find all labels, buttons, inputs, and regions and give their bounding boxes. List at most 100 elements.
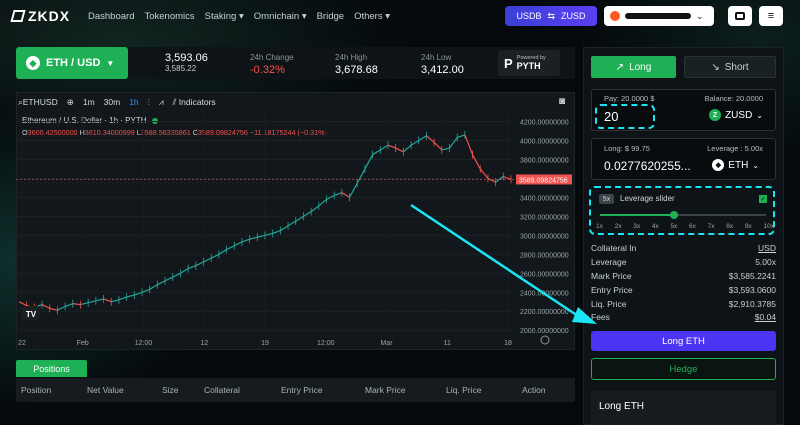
pay-amount-input[interactable]: 20 xyxy=(604,109,619,124)
powered-by-pyth[interactable]: P Powered by PYTH xyxy=(498,50,560,76)
price-segment xyxy=(272,230,281,234)
pair-selector[interactable]: ◆ ETH / USD ▼ xyxy=(16,47,128,79)
brand-logo[interactable]: ZKDX xyxy=(10,8,70,24)
col-liq-price: Liq. Price xyxy=(446,385,482,395)
menu-button[interactable]: ≡ xyxy=(759,6,783,26)
screenshot-camera-icon[interactable]: ◙ xyxy=(559,96,566,107)
change-value: -0.32% xyxy=(250,64,285,76)
price-segment xyxy=(57,305,66,311)
interval-1h[interactable]: 1h xyxy=(129,97,139,107)
usdb-zusd-swap-button[interactable]: USDB ⇆ ZUSD xyxy=(505,6,597,26)
lev-tick[interactable]: 6x xyxy=(689,223,696,230)
lev-tick[interactable]: 7x xyxy=(707,223,715,230)
ohlc-change: −11.18175244 (−0.31%) xyxy=(249,128,327,137)
info-value[interactable]: $0.04 xyxy=(754,312,776,322)
leverage-badge: 5x xyxy=(599,194,614,204)
info-value[interactable]: USD xyxy=(758,243,776,253)
hedge-button[interactable]: Hedge xyxy=(591,358,776,380)
wallet-avatar-icon xyxy=(610,11,620,21)
price-segment xyxy=(472,154,481,170)
price-segment xyxy=(111,299,120,303)
price-segment xyxy=(310,205,320,213)
nav-item-others[interactable]: Others ▾ xyxy=(354,11,390,22)
tab-positions[interactable]: Positions xyxy=(16,360,87,377)
info-label: Liq. Price xyxy=(591,299,627,309)
lev-tick[interactable]: 2x xyxy=(614,223,622,230)
nav-item-dashboard[interactable]: Dashboard xyxy=(88,11,135,22)
price-segment xyxy=(233,241,243,247)
price-segment xyxy=(210,253,220,259)
pay-token-select[interactable]: Z ZUSD ⌄ xyxy=(709,109,763,121)
lev-tick[interactable]: 10x xyxy=(763,223,774,230)
pay-label: Pay: 20.0000 $ xyxy=(604,94,655,103)
price-segment xyxy=(72,303,81,306)
price-segment xyxy=(456,134,466,139)
chart-type-icon[interactable]: ⩘ xyxy=(158,96,164,107)
long-token-select[interactable]: ◆ ETH ⌄ xyxy=(712,159,759,171)
leverage-enable-checkbox[interactable]: ✓ xyxy=(759,195,767,203)
price-segment xyxy=(356,168,366,184)
lev-tick[interactable]: 8x xyxy=(726,223,734,230)
leverage-slider-label: Leverage slider xyxy=(620,194,675,203)
leverage-slider-track[interactable] xyxy=(600,214,766,216)
chart-settings-icon[interactable] xyxy=(540,335,550,345)
price-segment xyxy=(495,176,504,183)
price-segment xyxy=(126,294,135,298)
swap-arrow-icon: ⇆ xyxy=(547,10,556,21)
info-label: Leverage xyxy=(591,257,627,267)
last-price-marker: 3589.09824756 xyxy=(16,174,572,185)
long-eth-button[interactable]: Long ETH xyxy=(591,331,776,351)
long-size-value[interactable]: 0.0277620255... xyxy=(604,159,691,173)
symbol-search[interactable]: ⌕ETHUSD xyxy=(18,97,58,108)
legend-title: Ethereum / U.S. Dollar · 1h · PYTH xyxy=(22,116,147,125)
price-segment xyxy=(88,300,97,304)
info-row-entry-price: Entry Price $3,593.0600 xyxy=(591,285,776,295)
swap-to-label: ZUSD xyxy=(561,11,586,21)
compare-add-icon[interactable]: ⊕ xyxy=(66,96,74,107)
price-segment xyxy=(157,280,166,286)
tab-long[interactable]: ↗ Long xyxy=(591,56,676,78)
info-label: Fees xyxy=(591,312,610,322)
price-chart[interactable]: 2000.000000002200.000000002400.000000002… xyxy=(16,112,575,350)
nav-item-staking[interactable]: Staking ▾ xyxy=(204,11,244,22)
indicators-button[interactable]: ⫽ Indicators xyxy=(173,97,216,108)
lev-tick[interactable]: 9x xyxy=(744,223,752,230)
lev-tick[interactable]: 5x xyxy=(670,223,678,230)
candle-style-icon[interactable]: ⫶ xyxy=(147,96,150,107)
wallet-button[interactable]: ⌄ xyxy=(604,6,714,26)
chevron-down-icon: ⌄ xyxy=(756,110,763,120)
info-value: 5.00x xyxy=(755,257,776,267)
col-entry-price: Entry Price xyxy=(281,385,323,395)
price-segment xyxy=(134,291,143,296)
lev-tick[interactable]: 4x xyxy=(651,223,659,230)
interval-1m[interactable]: 1m xyxy=(82,97,95,107)
nav-item-bridge[interactable]: Bridge xyxy=(316,11,345,22)
short-tab-label: Short xyxy=(724,61,749,73)
info-value: $3,585.2241 xyxy=(728,271,776,281)
x-tick-label: 11 xyxy=(444,340,451,347)
eth-token-icon: ◆ xyxy=(712,159,725,171)
chart-legend-ohlc: O3600.42500000 H3610.34000999 L3588.5633… xyxy=(22,128,327,137)
long-size-box: Long: $ 99.75 Leverage : 5.00x 0.0277620… xyxy=(591,138,776,180)
pyth-name: PYTH xyxy=(516,61,541,71)
leverage-slider-handle[interactable] xyxy=(669,211,678,219)
network-button[interactable] xyxy=(728,6,752,26)
interval-30m[interactable]: 30m xyxy=(103,97,121,107)
price-segment xyxy=(264,232,273,236)
lev-tick[interactable]: 1x xyxy=(596,223,603,230)
zusd-icon: Z xyxy=(709,109,722,121)
live-status-dot-icon xyxy=(152,117,159,124)
trend-down-icon: ↘ xyxy=(711,61,720,73)
nav-item-omnichain[interactable]: Omnichain ▾ xyxy=(253,11,307,22)
y-tick-label: 2600.00000000 xyxy=(520,271,569,278)
price-segment xyxy=(464,134,474,155)
low-value: 3,412.00 xyxy=(421,64,464,76)
change-label: 24h Change xyxy=(250,53,294,62)
lev-tick[interactable]: 3x xyxy=(633,223,641,230)
price-segment xyxy=(379,144,389,151)
nav-item-tokenomics[interactable]: Tokenomics xyxy=(144,11,195,22)
top-navigation-bar: ZKDX Dashboard Tokenomics Staking ▾ Omni… xyxy=(0,0,800,32)
ohlc-c-label: C xyxy=(192,128,198,137)
tab-short[interactable]: ↘ Short xyxy=(684,56,776,78)
